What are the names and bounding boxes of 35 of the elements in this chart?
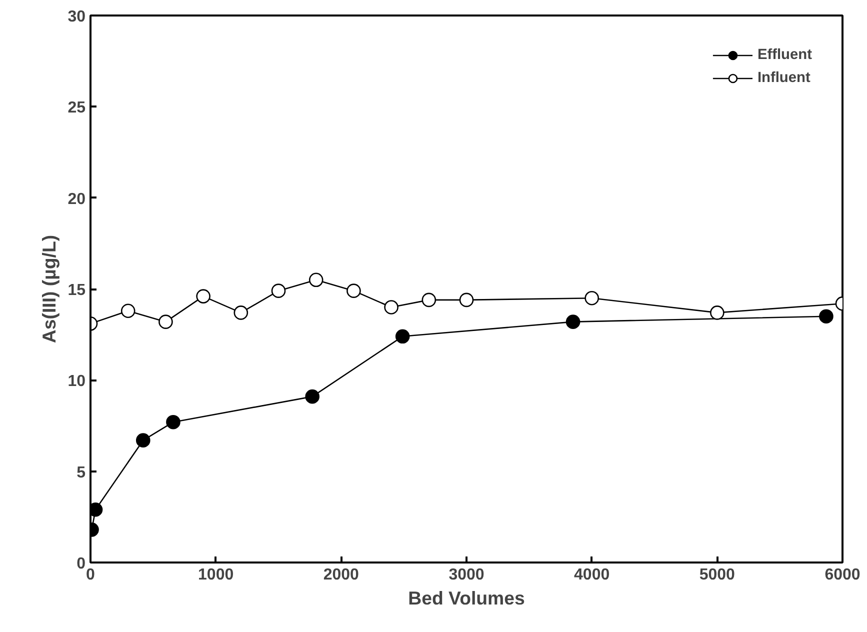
x-tick-label: 5000	[699, 566, 736, 584]
point	[395, 329, 410, 344]
x-tick-label: 4000	[574, 566, 610, 584]
legend-label: Effluent	[757, 47, 812, 63]
point	[819, 309, 834, 324]
point	[305, 389, 320, 404]
y-tick-label: 10	[68, 373, 86, 390]
point	[566, 314, 580, 329]
x-tick-label: 2000	[323, 566, 360, 584]
point	[196, 289, 210, 304]
point	[710, 306, 724, 320]
point	[120, 304, 136, 318]
y-tick-label: 15	[68, 282, 86, 299]
point	[584, 290, 599, 306]
x-tick-label: 1000	[198, 566, 234, 584]
y-tick-label: 20	[68, 190, 86, 208]
x-axis-title: Bed Volumes	[408, 588, 525, 608]
point	[346, 284, 361, 298]
point	[234, 306, 248, 320]
x-tick-label: 3000	[448, 566, 484, 584]
point	[384, 300, 398, 314]
y-tick-label: 5	[76, 464, 86, 482]
point	[158, 314, 173, 329]
x-tick-label: 6000	[824, 566, 860, 584]
point	[308, 272, 324, 288]
y-tick-label: 0	[76, 556, 86, 572]
y-tick-label: 25	[68, 100, 86, 117]
point	[136, 433, 150, 448]
point	[422, 292, 436, 308]
legend-label: Influent	[757, 70, 810, 86]
point	[166, 414, 180, 430]
y-axis-title: As(III) (µg/L)	[38, 234, 60, 344]
y-tick-label: 30	[68, 8, 86, 26]
point	[459, 292, 474, 308]
point	[271, 284, 286, 298]
